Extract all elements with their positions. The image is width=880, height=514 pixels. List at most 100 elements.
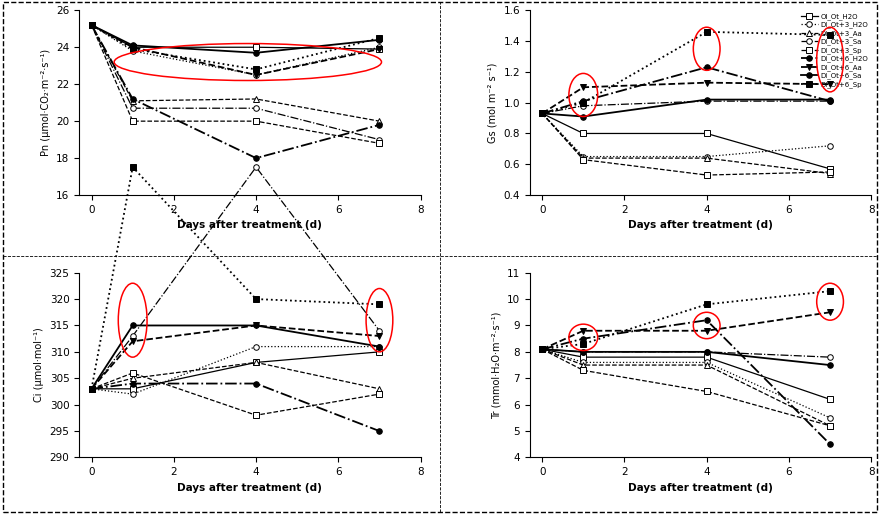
DI_Ot+6_Aa [537,111,547,117]
DI_Ot+6_Sa [128,42,138,48]
DI_Ot+3_Sp [701,172,712,178]
DI_Ot+3_H2O [251,72,261,78]
OI_Ot_H2O [701,354,712,360]
Line: DI_Ot+3_Aa: DI_Ot+3_Aa [539,346,832,429]
DI_Ot+3_Sp [374,140,385,146]
Line: DI_Ot+6_Aa: DI_Ot+6_Aa [89,22,382,78]
DI_Ot+6_H2O [578,336,589,342]
Line: DI_Ot+3_H2O: DI_Ot+3_H2O [89,22,382,78]
DI_Ot+6_Sa [825,362,835,368]
DI_Ot+3_Aa [251,359,261,365]
DI_Ot+3_Aa [701,155,712,161]
DI_Ot+3_Aa [128,375,138,381]
DI_Ot+6_Aa [374,333,385,339]
DI_Ot+3_Sp [251,412,261,418]
Line: OI_Ot_H2O: OI_Ot_H2O [539,111,832,172]
X-axis label: Days after treatment (d): Days after treatment (d) [178,221,322,230]
DI_Ot+3_Aa [701,362,712,368]
OI_Ot_H2O [251,359,261,365]
DI_Ot+3_H2O [578,359,589,365]
DI_Ot+6_H2O [128,96,138,102]
DI_Ot+6_H2O [251,380,261,387]
DI_Ot+6_H2O [86,386,97,392]
Line: DI_Ot+3_H2O: DI_Ot+3_H2O [539,111,832,159]
DI_Ot+3_Sa [86,386,97,392]
OI_Ot_H2O [825,166,835,172]
DI_Ot+6_Sp [251,66,261,72]
OI_Ot_H2O [701,131,712,137]
Line: DI_Ot+6_Sp: DI_Ot+6_Sp [539,288,832,352]
DI_Ot+3_Sp [825,169,835,175]
DI_Ot+3_Sa [251,164,261,170]
OI_Ot_H2O [86,386,97,392]
DI_Ot+6_Aa [86,386,97,392]
DI_Ot+6_H2O [374,122,385,128]
DI_Ot+6_Aa [128,44,138,50]
DI_Ot+6_Aa [825,309,835,316]
DI_Ot+3_H2O [374,343,385,350]
DI_Ot+6_H2O [128,380,138,387]
X-axis label: Days after treatment (d): Days after treatment (d) [628,221,773,230]
DI_Ot+6_Sp [701,29,712,35]
Line: DI_Ot+6_Sa: DI_Ot+6_Sa [539,97,832,119]
DI_Ot+6_Sa [251,50,261,56]
DI_Ot+6_Sp [374,301,385,307]
DI_Ot+6_Sa [86,386,97,392]
DI_Ot+6_H2O [86,22,97,28]
DI_Ot+6_Sp [374,35,385,41]
Line: DI_Ot+3_H2O: DI_Ot+3_H2O [89,344,382,397]
DI_Ot+6_H2O [825,441,835,447]
DI_Ot+3_Sp [537,111,547,117]
DI_Ot+6_Sa [701,349,712,355]
OI_Ot_H2O [537,346,547,352]
DI_Ot+6_Sp [701,301,712,307]
DI_Ot+6_Aa [86,22,97,28]
DI_Ot+3_H2O [825,143,835,149]
Line: DI_Ot+3_Sa: DI_Ot+3_Sa [539,98,832,116]
OI_Ot_H2O [128,386,138,392]
DI_Ot+6_Sp [578,100,589,106]
DI_Ot+6_Aa [251,322,261,328]
DI_Ot+6_Aa [825,81,835,87]
Line: DI_Ot+6_Aa: DI_Ot+6_Aa [89,323,382,392]
Line: DI_Ot+6_Sp: DI_Ot+6_Sp [89,22,382,72]
Line: OI_Ot_H2O: OI_Ot_H2O [89,349,382,392]
Line: DI_Ot+6_Aa: DI_Ot+6_Aa [539,80,832,116]
DI_Ot+6_H2O [251,155,261,161]
DI_Ot+6_Sa [374,37,385,43]
DI_Ot+3_Sa [128,333,138,339]
DI_Ot+3_Sp [578,368,589,374]
DI_Ot+6_Aa [251,72,261,78]
Line: DI_Ot+3_Sa: DI_Ot+3_Sa [89,22,382,142]
Line: DI_Ot+3_Sp: DI_Ot+3_Sp [89,22,382,146]
OI_Ot_H2O [578,354,589,360]
Line: DI_Ot+6_H2O: DI_Ot+6_H2O [539,64,832,116]
Line: DI_Ot+6_H2O: DI_Ot+6_H2O [539,318,832,447]
DI_Ot+3_Sa [86,22,97,28]
DI_Ot+3_Sp [537,346,547,352]
DI_Ot+3_Aa [128,98,138,104]
DI_Ot+6_Aa [128,338,138,344]
DI_Ot+6_Aa [537,346,547,352]
DI_Ot+3_Sp [86,386,97,392]
Line: OI_Ot_H2O: OI_Ot_H2O [89,22,382,52]
DI_Ot+3_Sa [374,137,385,143]
DI_Ot+6_Sp [825,32,835,38]
DI_Ot+6_Sp [86,386,97,392]
DI_Ot+6_H2O [537,111,547,117]
DI_Ot+3_Aa [537,346,547,352]
OI_Ot_H2O [374,349,385,355]
Line: DI_Ot+6_Aa: DI_Ot+6_Aa [539,309,832,352]
Line: DI_Ot+6_H2O: DI_Ot+6_H2O [89,22,382,161]
DI_Ot+3_Sp [701,389,712,395]
DI_Ot+6_Sa [578,349,589,355]
DI_Ot+3_Sp [578,157,589,163]
DI_Ot+6_Aa [578,84,589,90]
DI_Ot+3_Aa [578,362,589,368]
Legend: OI_Ot_H2O, DI_Ot+3_H2O, DI_Ot+3_Aa, DI_Ot+3_Sa, DI_Ot+3_Sp, DI_Ot+6_H2O, DI_Ot+6: OI_Ot_H2O, DI_Ot+3_H2O, DI_Ot+3_Aa, DI_O… [799,12,869,89]
Line: DI_Ot+3_Aa: DI_Ot+3_Aa [89,22,382,124]
DI_Ot+3_Sp [86,22,97,28]
DI_Ot+3_Sa [825,98,835,104]
DI_Ot+3_Sa [128,105,138,112]
DI_Ot+6_H2O [701,317,712,323]
